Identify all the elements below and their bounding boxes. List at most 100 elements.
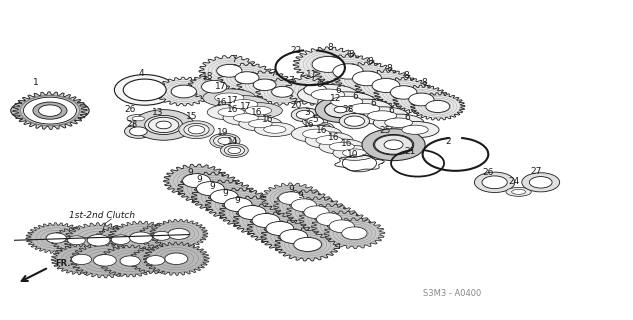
Text: 9: 9	[210, 182, 215, 191]
Circle shape	[280, 229, 308, 244]
Circle shape	[344, 116, 365, 126]
Circle shape	[291, 108, 319, 122]
Circle shape	[33, 102, 67, 119]
Text: 22: 22	[291, 45, 302, 55]
Ellipse shape	[333, 146, 376, 160]
Text: 4: 4	[138, 69, 144, 78]
Polygon shape	[99, 245, 162, 277]
Circle shape	[23, 97, 77, 124]
Circle shape	[307, 117, 323, 125]
Polygon shape	[233, 204, 299, 237]
Text: 6: 6	[388, 107, 394, 116]
Ellipse shape	[218, 96, 269, 113]
Polygon shape	[335, 62, 399, 95]
Circle shape	[474, 172, 515, 193]
Circle shape	[165, 253, 187, 265]
Circle shape	[172, 85, 196, 98]
Polygon shape	[150, 219, 208, 249]
Text: 7: 7	[289, 76, 294, 85]
Circle shape	[294, 237, 322, 252]
Polygon shape	[285, 75, 346, 105]
Circle shape	[111, 235, 130, 244]
Polygon shape	[311, 211, 372, 242]
Circle shape	[253, 79, 276, 91]
Circle shape	[123, 79, 166, 101]
Ellipse shape	[373, 114, 424, 131]
Circle shape	[529, 177, 552, 188]
Text: 23: 23	[127, 120, 138, 129]
Circle shape	[266, 221, 294, 236]
Ellipse shape	[203, 89, 256, 107]
Circle shape	[46, 233, 66, 243]
Text: 9: 9	[289, 185, 294, 194]
Text: 8: 8	[367, 57, 373, 66]
Text: 16: 16	[261, 115, 273, 124]
Circle shape	[218, 137, 232, 144]
Polygon shape	[108, 221, 173, 254]
Circle shape	[279, 192, 304, 204]
Text: 8: 8	[386, 64, 392, 73]
Circle shape	[316, 213, 342, 226]
Polygon shape	[324, 218, 385, 249]
Circle shape	[384, 140, 403, 149]
Text: 27: 27	[530, 167, 542, 176]
Circle shape	[94, 255, 116, 266]
Circle shape	[39, 105, 61, 116]
Circle shape	[68, 236, 85, 245]
Ellipse shape	[223, 110, 268, 125]
Polygon shape	[256, 78, 309, 105]
Circle shape	[149, 117, 179, 132]
Circle shape	[120, 256, 141, 266]
Circle shape	[188, 125, 204, 134]
Text: 1: 1	[32, 78, 39, 87]
Text: 17: 17	[227, 96, 239, 105]
Ellipse shape	[234, 103, 282, 119]
Text: 26: 26	[482, 168, 494, 177]
Polygon shape	[156, 77, 212, 106]
Text: 6: 6	[353, 92, 358, 101]
Circle shape	[224, 197, 252, 212]
Ellipse shape	[318, 92, 376, 112]
Circle shape	[134, 110, 194, 140]
Text: 17: 17	[215, 82, 226, 91]
Text: 9: 9	[187, 168, 193, 177]
Circle shape	[179, 121, 214, 139]
Circle shape	[182, 174, 210, 188]
Circle shape	[130, 127, 147, 136]
Text: S3M3 - A0400: S3M3 - A0400	[423, 289, 481, 298]
Ellipse shape	[349, 103, 380, 114]
Circle shape	[224, 145, 244, 156]
Text: 7: 7	[232, 55, 237, 64]
Polygon shape	[237, 71, 292, 99]
Circle shape	[168, 228, 189, 239]
Text: 9: 9	[298, 191, 304, 200]
Circle shape	[210, 133, 240, 148]
Text: 6: 6	[370, 100, 376, 108]
Circle shape	[426, 100, 450, 113]
Ellipse shape	[368, 111, 397, 121]
Polygon shape	[191, 180, 257, 213]
Text: 14: 14	[227, 137, 239, 146]
Text: 20: 20	[291, 101, 302, 110]
Circle shape	[228, 147, 241, 154]
Circle shape	[156, 121, 172, 129]
Polygon shape	[286, 197, 347, 228]
Ellipse shape	[356, 107, 409, 124]
Text: 16: 16	[329, 132, 340, 141]
Text: 16: 16	[341, 139, 353, 148]
Ellipse shape	[245, 106, 272, 115]
Circle shape	[146, 256, 165, 265]
Text: 13: 13	[151, 108, 163, 117]
Text: 26: 26	[125, 105, 136, 114]
Circle shape	[342, 227, 367, 240]
Circle shape	[409, 93, 434, 106]
Circle shape	[482, 176, 507, 189]
Text: 1st-2nd Clutch: 1st-2nd Clutch	[69, 211, 135, 220]
Ellipse shape	[311, 89, 344, 100]
Circle shape	[329, 220, 354, 233]
Polygon shape	[355, 70, 417, 101]
Text: 10: 10	[348, 150, 359, 159]
Text: 8: 8	[327, 43, 333, 52]
Ellipse shape	[303, 129, 330, 139]
Ellipse shape	[233, 114, 258, 122]
